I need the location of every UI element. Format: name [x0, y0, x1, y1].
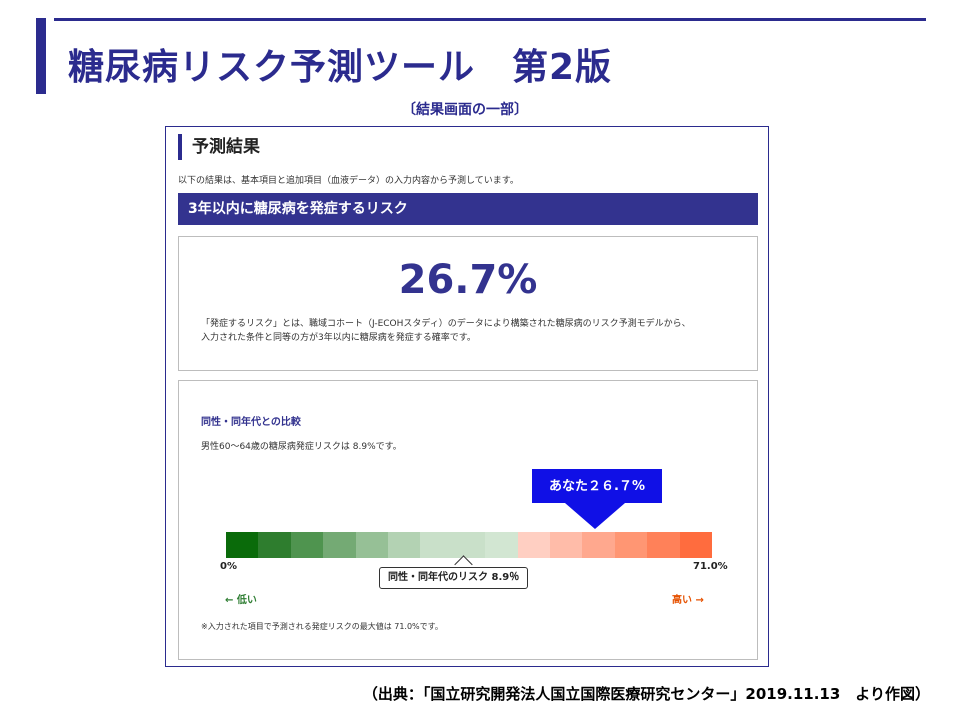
- scale-segment: [679, 532, 713, 558]
- scale-segment: [290, 532, 324, 558]
- slide-top-rule: [54, 18, 926, 21]
- scale-max-label: 71.0%: [693, 561, 728, 572]
- scale-segment: [517, 532, 551, 558]
- slide-source: （出典：「国立研究開発法人国立国際医療研究センター」2019.11.13 より作…: [362, 685, 930, 703]
- max-risk-note: ※入力された項目で予測される発症リスクの最大値は 71.0%です。: [201, 622, 443, 631]
- scale-segment: [485, 532, 518, 558]
- comparison-title: 同性・同年代との比較: [201, 417, 301, 428]
- slide-title: 糖尿病リスク予測ツール 第2版: [68, 47, 613, 88]
- risk-description-line2: 入力された条件と同等の方が3年以内に糖尿病を発症する確率です。: [201, 333, 476, 343]
- risk-color-scale: [226, 532, 713, 558]
- comparison-description: 男性60～64歳の糖尿病発症リスクは 8.9%です。: [201, 442, 402, 452]
- risk-description: 「発症するリスク」とは、職域コホート（J-ECOHスタディ）のデータにより構築さ…: [201, 317, 691, 345]
- scale-segment: [388, 532, 421, 558]
- result-screen-panel: 予測結果 以下の結果は、基本項目と追加項目（血液データ）の入力内容から予測してい…: [165, 126, 769, 667]
- scale-segment: [226, 532, 259, 558]
- risk-description-line1: 「発症するリスク」とは、職域コホート（J-ECOHスタディ）のデータにより構築さ…: [201, 319, 691, 329]
- your-risk-callout: あなた２６.７%: [532, 469, 662, 503]
- your-risk-arrow-icon: [565, 503, 625, 529]
- scale-segment: [258, 532, 291, 558]
- scale-segment: [614, 532, 648, 558]
- slide-accent-bar: [36, 18, 46, 94]
- high-label: 高い →: [672, 595, 704, 606]
- panel-intro-text: 以下の結果は、基本項目と追加項目（血液データ）の入力内容から予測しています。: [178, 176, 519, 186]
- slide-caption: 〔結果画面の一部〕: [402, 102, 528, 118]
- scale-segment: [647, 532, 680, 558]
- scale-segment: [420, 532, 453, 558]
- average-risk-label: 同性・同年代のリスク 8.9％: [379, 567, 529, 589]
- result-box: 26.7% 「発症するリスク」とは、職域コホート（J-ECOHスタディ）のデータ…: [178, 236, 758, 371]
- risk-value: 26.7%: [398, 257, 538, 303]
- scale-segment: [323, 532, 356, 558]
- scale-segment: [355, 532, 389, 558]
- low-label: ← 低い: [225, 595, 257, 606]
- risk-banner: 3年以内に糖尿病を発症するリスク: [178, 193, 758, 225]
- scale-min-label: 0%: [220, 561, 237, 572]
- comparison-box: 同性・同年代との比較 男性60～64歳の糖尿病発症リスクは 8.9%です。 あな…: [178, 380, 758, 660]
- scale-segment: [550, 532, 583, 558]
- scale-segment: [582, 532, 615, 558]
- panel-heading: 予測結果: [178, 134, 260, 160]
- scale-segment: [452, 532, 486, 558]
